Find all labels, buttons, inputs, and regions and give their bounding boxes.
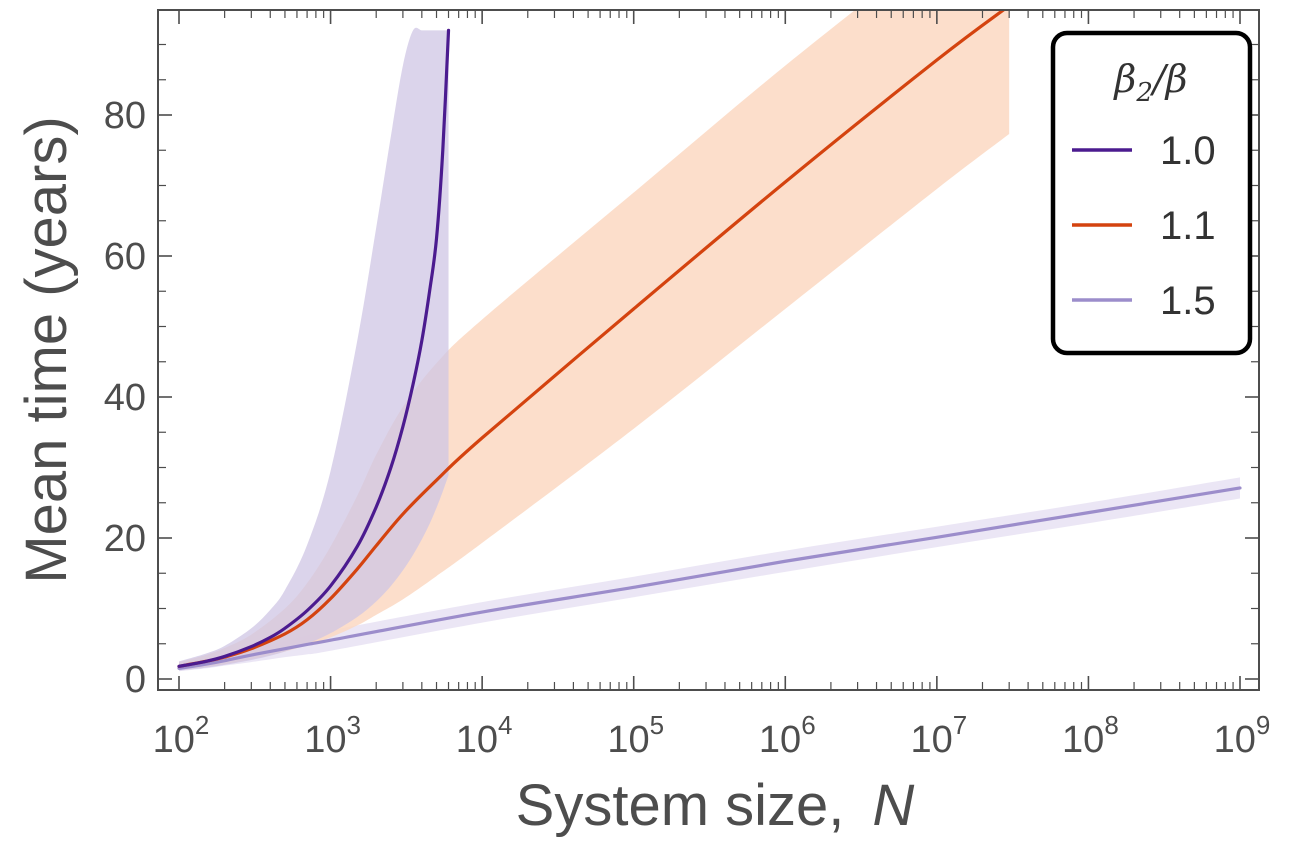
- y-tick-label: 20: [104, 518, 146, 560]
- y-tick-label: 0: [125, 659, 146, 701]
- series-lines: [177, 10, 1242, 671]
- x-tick-label: 109: [1214, 710, 1271, 761]
- y-axis-title: Mean time (years): [14, 116, 79, 583]
- plot-frame: [157, 9, 1260, 691]
- y-tick-label: 60: [104, 236, 146, 278]
- x-axis-variable: N: [872, 773, 914, 838]
- legend-label-1-1: 1.1: [1160, 204, 1216, 248]
- legend-title-subscript: 2: [1135, 78, 1153, 108]
- legend-title: β2/β: [1112, 57, 1187, 108]
- legend-title-beta: β: [1112, 57, 1136, 101]
- x-tick-label: 103: [304, 710, 361, 761]
- x-axis-label: System size,: [516, 773, 845, 838]
- band-1-0: [179, 27, 449, 671]
- legend-box: [1050, 30, 1253, 356]
- series-line-1-5: [177, 486, 1242, 671]
- x-axis-title: System size, N: [516, 773, 915, 838]
- x-tick-label: 105: [607, 710, 664, 761]
- legend: β2/β 1.0 1.1 1.5: [1050, 30, 1253, 356]
- x-tick-label: 106: [759, 710, 816, 761]
- legend-label-1-0: 1.0: [1160, 129, 1216, 173]
- x-tick-label: 108: [1062, 710, 1119, 761]
- x-axis-ticks: 102 103 104 105 106 107 108 109: [153, 10, 1271, 761]
- y-tick-label: 80: [104, 95, 146, 137]
- x-tick-label: 107: [910, 710, 967, 761]
- legend-label-1-5: 1.5: [1160, 279, 1216, 323]
- series-line-1-1: [177, 10, 1007, 668]
- x-tick-label: 104: [456, 710, 513, 761]
- legend-title-rest: /β: [1149, 57, 1188, 101]
- x-tick-label: 102: [153, 710, 210, 761]
- y-tick-label: 40: [104, 377, 146, 419]
- series-line-1-0: [177, 28, 451, 668]
